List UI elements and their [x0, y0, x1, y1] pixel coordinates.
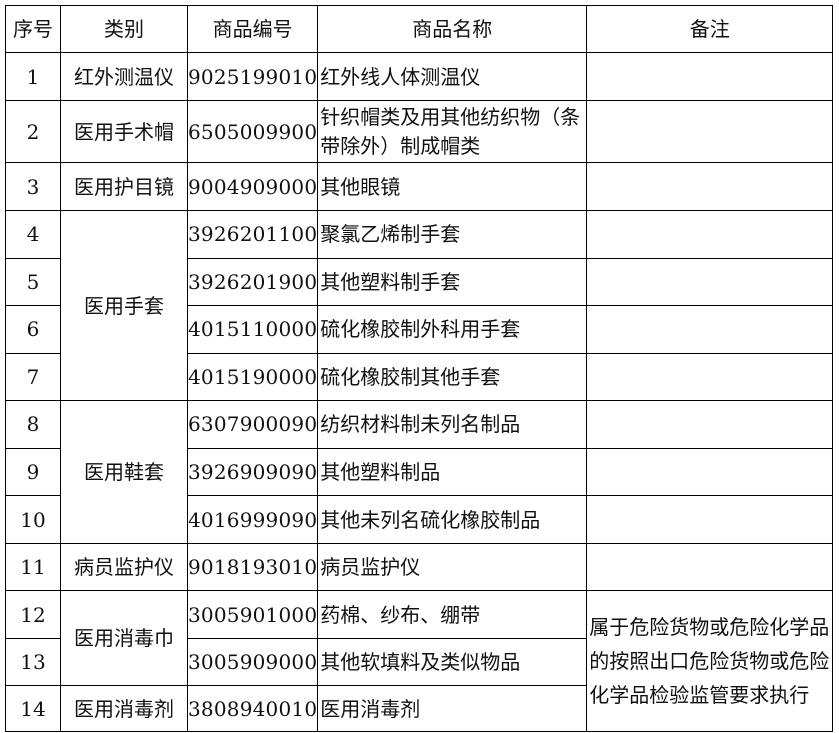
- row-note: [586, 210, 834, 259]
- row-no: 2: [5, 100, 61, 163]
- row-category: 医用护目镜: [60, 162, 188, 211]
- table-row: 6 4015110000 硫化橡胶制外科用手套: [5, 305, 834, 354]
- header-no: 序号: [5, 5, 61, 53]
- row-no: 10: [5, 495, 61, 545]
- header-note: 备注: [586, 5, 834, 53]
- row-note: [586, 162, 834, 211]
- row-code: 6505009900: [186, 100, 319, 163]
- row-name: 硫化橡胶制外科用手套: [317, 305, 588, 354]
- row-note: [586, 305, 834, 354]
- row-code: 3808940010: [186, 685, 319, 733]
- row-name: 纺织材料制未列名制品: [317, 400, 588, 449]
- header-name: 商品名称: [317, 5, 588, 53]
- table-row: 7 4015190000 硫化橡胶制其他手套: [5, 352, 834, 401]
- row-note: [586, 257, 834, 306]
- row-name: 其他塑料制品: [317, 447, 588, 497]
- row-name: 其他眼镜: [317, 162, 588, 211]
- row-category: 病员监护仪: [60, 543, 188, 592]
- row-name: 医用消毒剂: [317, 685, 588, 733]
- header-row: 序号 类别 商品编号 商品名称 备注: [5, 5, 834, 53]
- row-note: [586, 447, 834, 497]
- row-code: 3005909000: [186, 638, 319, 687]
- row-name: 其他软填料及类似物品: [317, 638, 588, 687]
- table-row: 3 医用护目镜 9004909000 其他眼镜: [5, 162, 834, 211]
- row-no: 7: [5, 352, 61, 401]
- row-name: 红外线人体测温仪: [317, 52, 588, 101]
- header-code: 商品编号: [186, 5, 319, 53]
- row-no: 8: [5, 400, 61, 449]
- medical-goods-table: 序号 类别 商品编号 商品名称 备注 1 红外测温仪 9025199010 红外…: [5, 5, 834, 733]
- row-name: 其他塑料制手套: [317, 257, 588, 306]
- row-code: 4015190000: [186, 352, 319, 401]
- row-no: 13: [5, 638, 61, 687]
- header-category: 类别: [60, 5, 188, 53]
- row-code: 9025199010: [186, 52, 319, 101]
- row-no: 11: [5, 543, 61, 592]
- row-no: 1: [5, 52, 61, 101]
- row-no: 6: [5, 305, 61, 354]
- row-name: 聚氯乙烯制手套: [317, 210, 588, 259]
- row-note: [586, 543, 834, 592]
- table-row: 5 3926201900 其他塑料制手套: [5, 257, 834, 306]
- table-row: 9 3926909090 其他塑料制品: [5, 447, 834, 497]
- row-name: 病员监护仪: [317, 543, 588, 592]
- row-note: [586, 52, 834, 101]
- row-code: 4016999090: [186, 495, 319, 545]
- row-note: [586, 100, 834, 163]
- row-no: 5: [5, 257, 61, 306]
- row-no: 9: [5, 447, 61, 497]
- row-note-merged: 属于危险货物或危险化学品的按照出口危险货物或危险化学品检验监管要求执行: [586, 590, 834, 733]
- row-code: 9004909000: [186, 162, 319, 211]
- row-category: 红外测温仪: [60, 52, 188, 101]
- row-no: 14: [5, 685, 61, 733]
- row-code: 3005901000: [186, 590, 319, 640]
- table-row: 4 医用手套 3926201100 聚氯乙烯制手套: [5, 210, 834, 401]
- row-note: [586, 352, 834, 401]
- table-row: 10 4016999090 其他未列名硫化橡胶制品: [5, 495, 834, 545]
- table-row: 12 医用消毒巾 3005901000 药棉、纱布、绷带 属于危险货物或危险化学…: [5, 590, 834, 733]
- row-code: 3926201900: [186, 257, 319, 306]
- row-no: 3: [5, 162, 61, 211]
- row-category: 医用手术帽: [60, 100, 188, 163]
- row-code: 3926201100: [186, 210, 319, 259]
- table-row: 11 病员监护仪 9018193010 病员监护仪: [5, 543, 834, 592]
- row-category: 医用鞋套: [60, 399, 188, 545]
- row-code: 4015110000: [186, 305, 319, 354]
- row-code: 6307900090: [186, 400, 319, 449]
- row-name: 药棉、纱布、绷带: [317, 590, 588, 640]
- row-no: 12: [5, 590, 61, 640]
- row-no: 4: [5, 210, 61, 259]
- table-row: 14 医用消毒剂 3808940010 医用消毒剂: [5, 685, 833, 733]
- row-category: 医用消毒剂: [60, 685, 188, 733]
- row-name: 硫化橡胶制其他手套: [317, 352, 588, 401]
- row-category: 医用手套: [60, 210, 188, 401]
- row-note: [586, 495, 834, 545]
- table-row: 13 3005909000 其他软填料及类似物品: [5, 638, 833, 687]
- row-code: 3926909090: [186, 447, 319, 497]
- row-note: [586, 400, 834, 449]
- row-name: 针织帽类及用其他纺织物（条带除外）制成帽类: [317, 100, 588, 163]
- table-row: 1 红外测温仪 9025199010 红外线人体测温仪: [5, 52, 834, 101]
- row-category: 医用消毒巾: [60, 590, 188, 687]
- row-code: 9018193010: [186, 543, 319, 592]
- row-name: 其他未列名硫化橡胶制品: [317, 495, 588, 545]
- table-row: 8 医用鞋套 6307900090 纺织材料制未列名制品: [5, 399, 834, 545]
- table-row: 2 医用手术帽 6505009900 针织帽类及用其他纺织物（条带除外）制成帽类: [5, 100, 834, 163]
